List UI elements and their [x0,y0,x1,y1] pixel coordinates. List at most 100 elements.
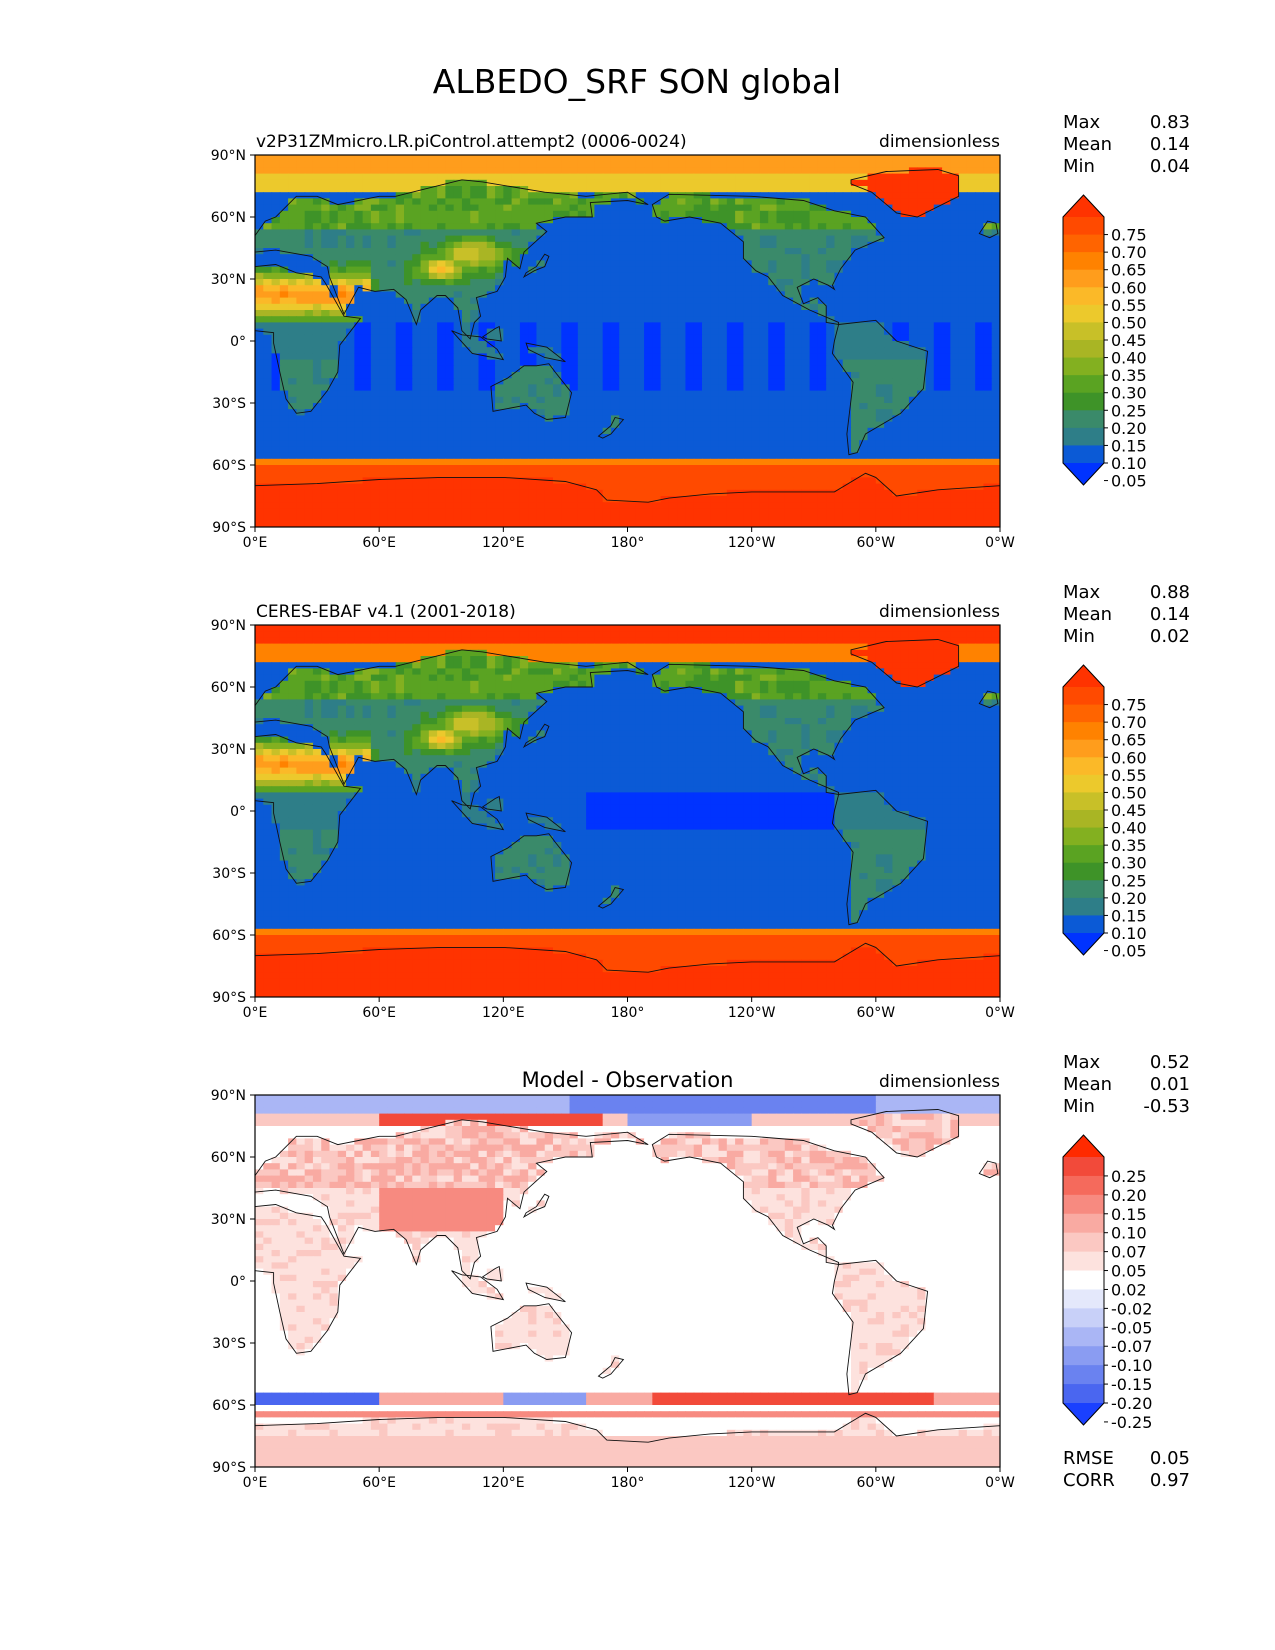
map-cell [759,328,769,336]
map-cell [644,266,653,274]
map-cell [362,421,372,429]
map-cell [263,210,273,218]
map-cell [503,465,513,472]
map-cell [668,192,678,199]
map-cell [486,471,496,478]
map-cell [859,409,869,416]
map-cell [635,241,645,249]
map-cell [503,198,513,206]
map-cell [958,409,968,416]
map-cell [768,223,778,230]
map-cell [693,297,703,305]
map-cell [826,489,836,497]
map-cell [983,372,993,379]
map-cell [702,316,711,323]
map-cell [561,279,571,286]
map-cell [759,483,769,491]
map-cell [627,229,637,237]
map-cell [834,440,844,447]
map-cell [652,217,662,224]
map-cell [379,266,389,274]
map-cell [594,483,604,491]
map-cell [917,365,927,373]
map-cell [900,248,910,255]
map-cell [768,483,778,491]
map-cell [817,248,827,255]
map-cell [519,396,529,404]
map-cell [735,204,744,212]
map-cell [859,483,869,491]
map-cell [610,260,620,268]
map-cell [668,477,678,485]
map-cell [395,353,405,361]
map-cell [594,365,604,373]
map-cell [702,328,711,336]
map-cell [933,198,943,206]
map-cell [412,155,422,162]
map-cell [445,496,455,503]
map-cell [768,446,778,454]
map-cell [412,297,422,305]
map-cell [337,353,347,361]
map-cell [718,328,728,336]
map-cell [495,427,504,435]
map-cell [379,161,389,168]
map-cell [776,310,786,317]
map-cell [528,291,538,299]
map-cell [486,285,496,292]
map-cell [544,310,554,317]
map-cell [561,179,571,187]
map-cell [379,316,389,323]
map-cell [933,403,943,410]
map-cell [478,496,488,503]
map-cell [495,254,504,261]
map-cell [875,458,885,466]
map-cell [263,155,273,162]
map-cell [908,254,918,261]
map-cell [677,390,687,398]
map-cell [875,446,885,454]
map-cell [412,161,422,168]
map-cell [817,186,827,193]
map-cell [263,272,273,280]
map-cell [586,415,595,423]
map-cell [718,235,728,243]
map-cell [404,204,413,212]
map-cell [991,155,1000,162]
map-cell [851,179,860,187]
map-cell [503,334,513,342]
map-cell [793,155,802,162]
map-cell [288,458,297,466]
map-cell [826,390,836,398]
map-cell [354,235,364,243]
map-cell [404,434,413,441]
map-cell [776,167,786,175]
map-cell [304,372,314,379]
map-cell [759,440,769,447]
map-cell [569,204,579,212]
map-cell [619,489,629,497]
map-cell [908,446,918,454]
map-cell [370,254,380,261]
map-cell [404,297,413,305]
map-cell [412,310,422,317]
map-cell [950,192,960,199]
map-cell [304,465,314,472]
map-cell [644,341,653,348]
map-cell [312,198,322,206]
map-cell [685,272,695,280]
map-cell [776,223,786,230]
map-cell [867,266,877,274]
map-cell [900,446,910,454]
map-cell [627,235,637,243]
map-cell [296,421,306,429]
map-cell [950,458,960,466]
map-cell [412,341,422,348]
map-cell [685,260,695,268]
map-cell [942,217,951,224]
map-cell [975,421,985,429]
map-cell [279,409,289,416]
map-cell [942,359,951,367]
map-cell [263,204,273,212]
map-cell [718,204,728,212]
